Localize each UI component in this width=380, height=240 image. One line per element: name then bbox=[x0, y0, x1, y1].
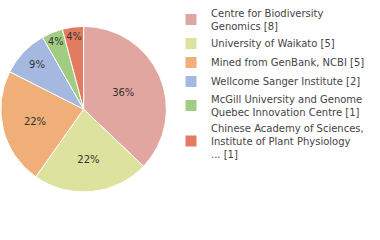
svg-text:University of Waikato [5]: University of Waikato [5] bbox=[211, 38, 335, 49]
svg-text:36%: 36% bbox=[112, 87, 134, 98]
svg-text:Centre for BiodiversityGenomic: Centre for BiodiversityGenomics [8] bbox=[211, 8, 324, 32]
svg-text:Wellcome Sanger Institute [2]: Wellcome Sanger Institute [2] bbox=[211, 76, 360, 87]
svg-text:Mined from GenBank, NCBI [5]: Mined from GenBank, NCBI [5] bbox=[211, 57, 364, 68]
svg-text:9%: 9% bbox=[29, 59, 45, 70]
svg-text:4%: 4% bbox=[66, 31, 82, 42]
svg-text:Chinese Academy of Sciences,In: Chinese Academy of Sciences,Institute of… bbox=[211, 123, 364, 160]
svg-text:22%: 22% bbox=[24, 116, 46, 127]
svg-text:22%: 22% bbox=[77, 154, 99, 165]
svg-text:4%: 4% bbox=[48, 36, 64, 47]
svg-text:McGill University and GenomeQu: McGill University and GenomeQuebec Innov… bbox=[211, 94, 362, 118]
